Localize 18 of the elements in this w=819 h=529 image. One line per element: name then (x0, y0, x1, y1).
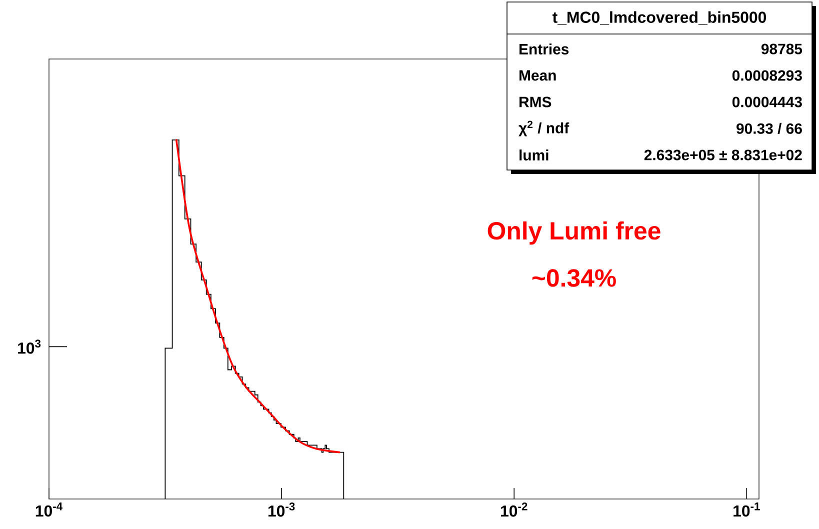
text: 0.0008293 (732, 70, 802, 81)
annotation: Only Lumi free (488, 221, 660, 245)
text: Entries (520, 44, 569, 54)
text: t_MC0_lmdcovered_bin5000 (552, 11, 766, 25)
annotation: lumi (520, 150, 548, 160)
x-tick-label: 10$^{-3}$ (268, 502, 295, 517)
x-tick-label: 10$^{-2}$ (501, 502, 528, 517)
x-tick-label: 10$^{-1}$ (734, 502, 760, 517)
annotation: 2.633e+05 ± 8.831e+02 (644, 150, 802, 160)
text: 0.0004443 (732, 96, 802, 108)
text: Mean (520, 70, 556, 81)
text: 10$^{3}$ (18, 340, 41, 354)
text: 98785 (761, 44, 802, 54)
text: RMS (520, 96, 552, 108)
annotation: ~0.34% (532, 269, 616, 287)
x-tick-label: 10$^{-4}$ (36, 502, 62, 517)
text: χ$^{2}$ / ndf (518, 120, 570, 136)
text: 90.33 / 66 (736, 122, 802, 134)
